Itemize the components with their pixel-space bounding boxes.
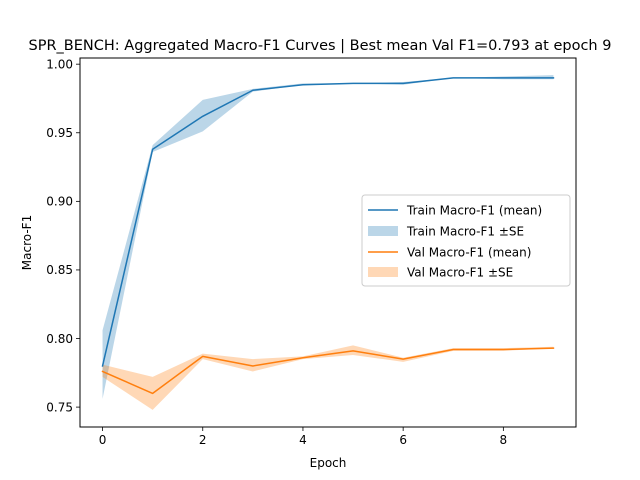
- legend-label-val-mean: Val Macro-F1 (mean): [407, 246, 531, 260]
- x-tick-label: 0: [99, 433, 107, 447]
- series-0-mean-line: [101, 77, 555, 367]
- series-1-se-band: [102, 345, 554, 410]
- x-axis-ticks: 0 2 4 6 8: [99, 427, 507, 447]
- y-axis-label: Macro-F1: [20, 215, 34, 270]
- chart-title: SPR_BENCH: Aggregated Macro-F1 Curves | …: [29, 38, 612, 54]
- y-tick-label: 0.95: [46, 126, 73, 140]
- legend-label-train-band: Train Macro-F1 ±SE: [406, 225, 524, 239]
- y-tick-label: 1.00: [46, 57, 73, 71]
- series-lines: [101, 77, 555, 395]
- y-tick-label: 0.80: [46, 332, 73, 346]
- series-1-mean-line: [101, 347, 555, 395]
- legend-swatch-train-band: [368, 226, 398, 236]
- x-tick-label: 6: [399, 433, 407, 447]
- legend: Train Macro-F1 (mean) Train Macro-F1 ±SE…: [361, 194, 571, 287]
- y-tick-label: 0.75: [46, 400, 73, 414]
- x-tick-label: 4: [299, 433, 307, 447]
- legend-frame: [361, 194, 571, 287]
- x-axis-label: Epoch: [310, 456, 347, 470]
- plot-area-frame: [79, 57, 577, 428]
- confidence-bands: [102, 75, 554, 410]
- y-tick-label: 0.90: [46, 195, 73, 209]
- y-tick-label: 0.85: [46, 263, 73, 277]
- legend-swatch-val-band: [368, 267, 398, 277]
- x-tick-label: 2: [199, 433, 207, 447]
- legend-label-val-band: Val Macro-F1 ±SE: [407, 266, 513, 280]
- legend-label-train-mean: Train Macro-F1 (mean): [406, 204, 542, 218]
- x-tick-label: 8: [500, 433, 508, 447]
- y-axis-ticks: 0.75 0.80 0.85 0.90 0.95 1.00: [46, 57, 80, 414]
